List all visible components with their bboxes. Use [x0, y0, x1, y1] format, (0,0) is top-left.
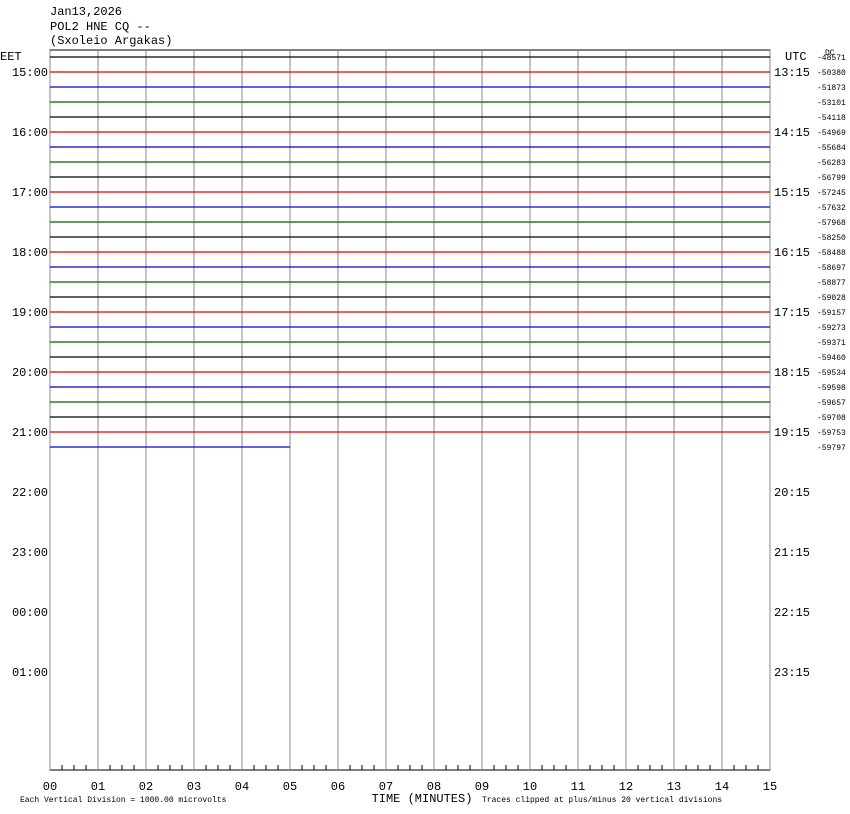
x-tick-label: 13	[667, 780, 681, 794]
dc-label: DC	[825, 49, 835, 58]
offset-label: -48571	[817, 54, 846, 63]
right-time-label: 18:15	[774, 366, 810, 380]
left-time-label: 16:00	[12, 126, 48, 140]
right-time-label: 23:15	[774, 666, 810, 680]
left-time-label: 20:00	[12, 366, 48, 380]
left-zone: EET	[0, 50, 22, 64]
offset-label: -58877	[817, 279, 846, 288]
x-tick-label: 03	[187, 780, 201, 794]
offset-label: -57968	[817, 219, 846, 228]
x-tick-label: 09	[475, 780, 489, 794]
offset-label: -58488	[817, 249, 846, 258]
offset-label: -59273	[817, 324, 846, 333]
plot-frame	[49, 49, 771, 771]
footer-left: Each Vertical Division = 1000.00 microvo…	[20, 796, 227, 805]
left-time-label: 19:00	[12, 306, 48, 320]
right-time-label: 15:15	[774, 186, 810, 200]
right-zone: UTC	[785, 50, 807, 64]
offset-label: -55684	[817, 144, 846, 153]
x-tick-label: 04	[235, 780, 249, 794]
offset-label: -56283	[817, 159, 846, 168]
left-time-label: 23:00	[12, 546, 48, 560]
offset-label: -59028	[817, 294, 846, 303]
right-time-label: 22:15	[774, 606, 810, 620]
right-time-label: 16:15	[774, 246, 810, 260]
offset-label: -59753	[817, 429, 846, 438]
title-line: POL2 HNE CQ --	[50, 20, 151, 34]
offset-label: -51873	[817, 84, 846, 93]
left-time-label: 22:00	[12, 486, 48, 500]
left-time-label: 00:00	[12, 606, 48, 620]
x-tick-label: 11	[571, 780, 585, 794]
offset-label: -57632	[817, 204, 846, 213]
offset-label: -59534	[817, 369, 846, 378]
offset-label: -53101	[817, 99, 846, 108]
x-tick-label: 12	[619, 780, 633, 794]
right-time-label: 14:15	[774, 126, 810, 140]
offset-label: -59598	[817, 384, 846, 393]
offset-label: -54969	[817, 129, 846, 138]
x-tick-label: 06	[331, 780, 345, 794]
offset-label: -59157	[817, 309, 846, 318]
x-tick-label: 14	[715, 780, 729, 794]
left-time-label: 15:00	[12, 66, 48, 80]
right-time-label: 13:15	[774, 66, 810, 80]
offset-label: -57245	[817, 189, 846, 198]
left-time-label: 18:00	[12, 246, 48, 260]
footer-right: Traces clipped at plus/minus 20 vertical…	[482, 796, 722, 805]
x-tick-label: 15	[763, 780, 777, 794]
right-time-label: 20:15	[774, 486, 810, 500]
x-tick-label: 01	[91, 780, 105, 794]
x-tick-label: 10	[523, 780, 537, 794]
x-tick-label: 00	[43, 780, 57, 794]
offset-label: -56799	[817, 174, 846, 183]
offset-label: -59708	[817, 414, 846, 423]
offset-label: -59460	[817, 354, 846, 363]
left-time-label: 01:00	[12, 666, 48, 680]
offset-label: -58697	[817, 264, 846, 273]
left-time-label: 17:00	[12, 186, 48, 200]
offset-label: -59657	[817, 399, 846, 408]
x-axis-label: TIME (MINUTES)	[372, 792, 473, 806]
x-tick-label: 08	[427, 780, 441, 794]
x-tick-label: 02	[139, 780, 153, 794]
offset-label: -59797	[817, 444, 846, 453]
x-tick-label: 07	[379, 780, 393, 794]
title-line: (Sxoleio Argakas)	[50, 34, 172, 48]
x-tick-label: 05	[283, 780, 297, 794]
offset-label: -59371	[817, 339, 846, 348]
right-time-label: 17:15	[774, 306, 810, 320]
offset-label: -58250	[817, 234, 846, 243]
title-line: Jan13,2026	[50, 5, 122, 19]
left-time-label: 21:00	[12, 426, 48, 440]
offset-label: -50380	[817, 69, 846, 78]
offset-label: -54118	[817, 114, 846, 123]
right-time-label: 21:15	[774, 546, 810, 560]
right-time-label: 19:15	[774, 426, 810, 440]
